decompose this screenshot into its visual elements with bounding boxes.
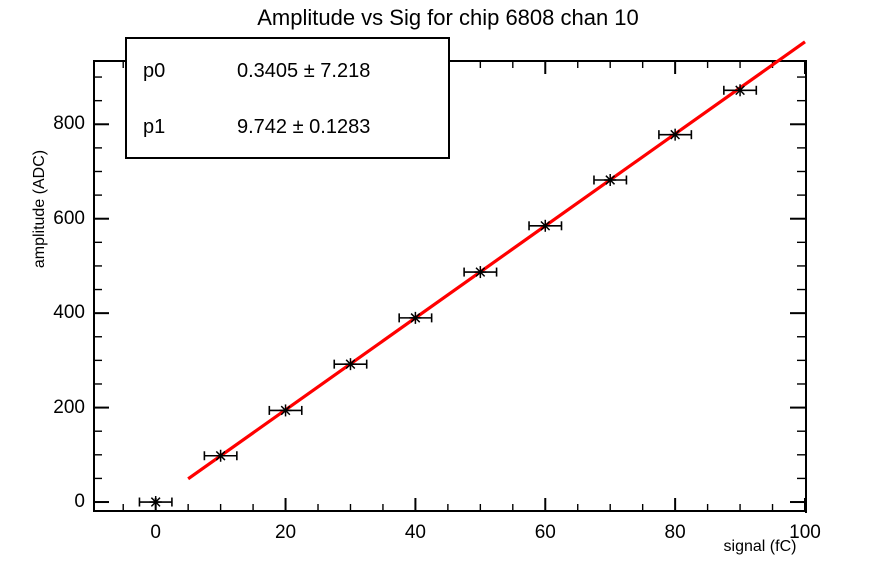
plot-frame-right-edge — [805, 60, 807, 513]
y-axis-ticks — [94, 76, 805, 504]
data-point — [463, 266, 498, 279]
data-point-markers — [138, 84, 758, 509]
data-point — [398, 311, 433, 324]
y-tick-label: 800 — [53, 113, 85, 135]
stats-row: p1 9.742 ± 0.1283 — [127, 105, 448, 150]
x-tick-label: 60 — [534, 522, 556, 543]
data-point — [723, 84, 758, 97]
x-tick-label: 0 — [150, 522, 161, 543]
y-tick-label: 200 — [53, 396, 85, 418]
stats-param-value: 9.742 ± 0.1283 — [237, 116, 371, 138]
data-point — [528, 219, 563, 232]
y-tick-label: 600 — [53, 207, 85, 229]
x-tick-label: 20 — [274, 522, 297, 543]
x-axis-title: signal (fC) — [723, 538, 797, 555]
x-tick-label: 100 — [789, 522, 821, 543]
data-point — [333, 358, 368, 371]
data-point — [268, 404, 303, 417]
plot-frame-top-edge — [93, 60, 807, 62]
data-point — [658, 128, 693, 141]
fit-stats-box: p0 0.3405 ± 7.218 p1 9.742 ± 0.1283 — [125, 37, 450, 159]
y-tick-label: 0 — [74, 491, 85, 513]
stats-row: p0 0.3405 ± 7.218 — [127, 49, 448, 94]
page-title: Amplitude vs Sig for chip 6808 chan 10 — [257, 5, 639, 30]
stats-param-name: p1 — [143, 116, 166, 138]
x-tick-label: 40 — [404, 522, 426, 543]
stats-param-value: 0.3405 ± 7.218 — [237, 60, 371, 82]
data-point — [138, 496, 173, 509]
data-point — [203, 449, 238, 462]
x-tick-label: 80 — [664, 522, 686, 543]
fit-line-segment — [187, 40, 806, 481]
data-point — [593, 173, 628, 186]
y-tick-label: 400 — [53, 302, 85, 324]
fit-line — [187, 40, 806, 481]
plot-frame — [93, 61, 806, 512]
stats-param-name: p0 — [143, 60, 166, 82]
y-axis-tick-labels: 0 200 400 600 800 — [0, 0, 85, 572]
